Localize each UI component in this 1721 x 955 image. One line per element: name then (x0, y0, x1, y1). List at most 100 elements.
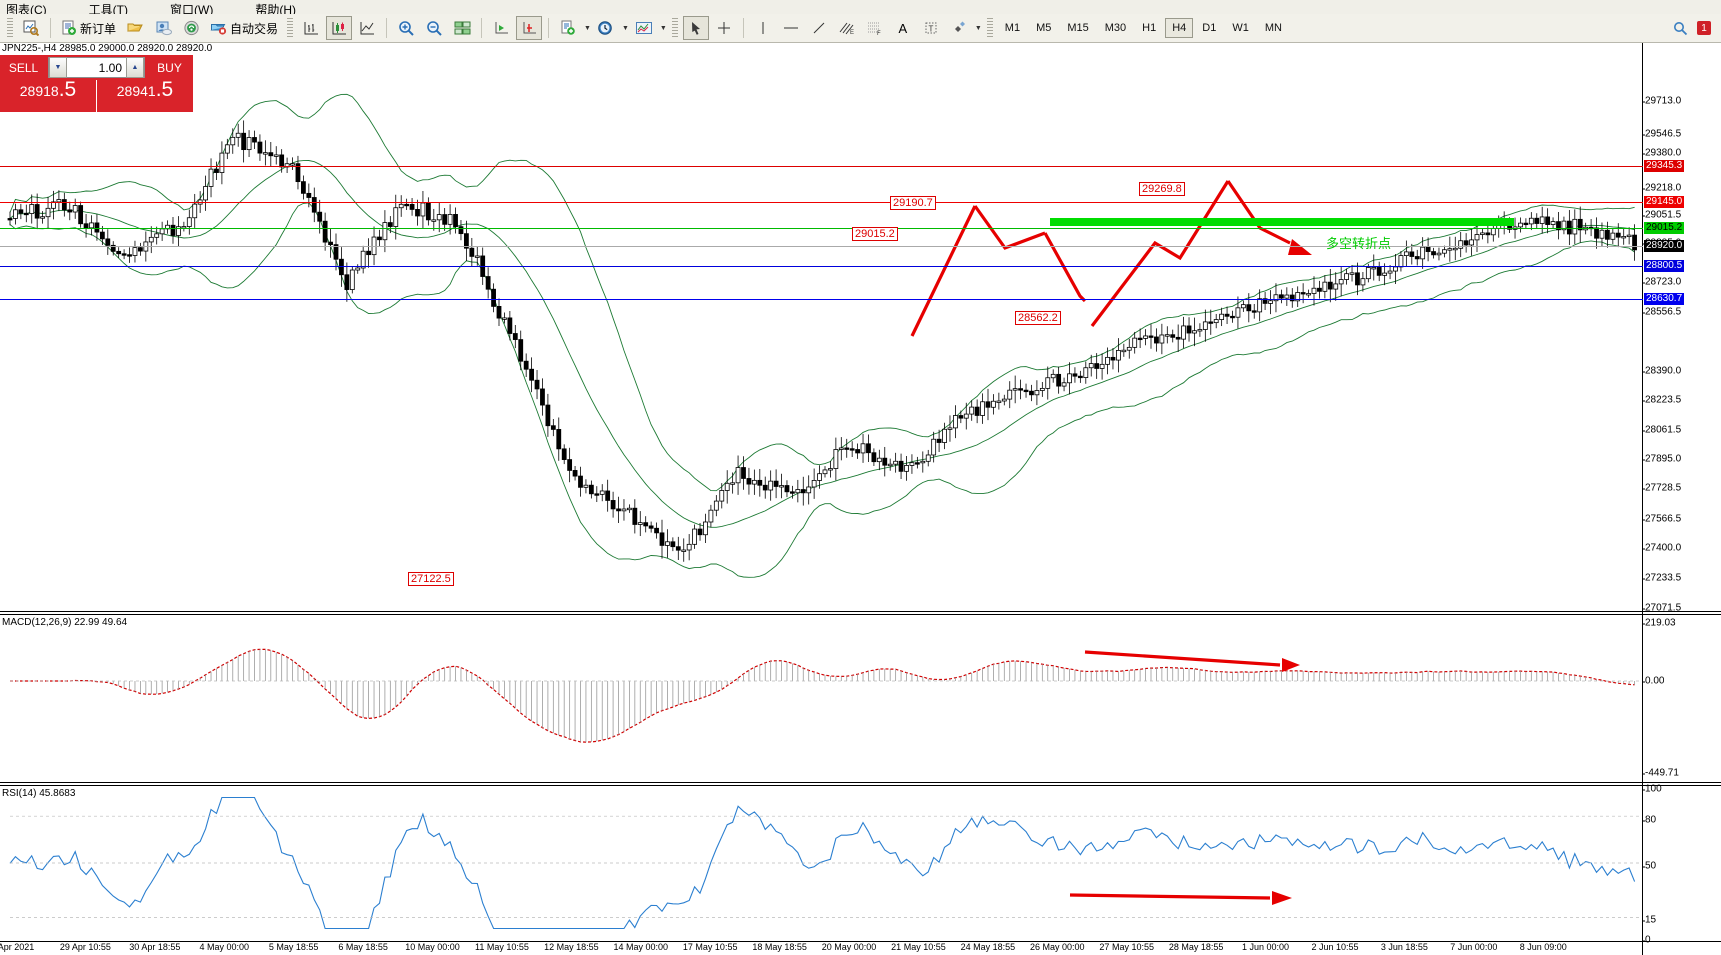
timeframe-h4[interactable]: H4 (1165, 18, 1194, 38)
menu-item-chart[interactable]: 图表(C) (6, 3, 47, 14)
new-order-button[interactable]: 新订单 (57, 20, 120, 37)
toolbar-grip-4[interactable] (986, 18, 993, 38)
objects-dropdown-icon[interactable]: ▼ (974, 24, 982, 32)
price-line-resistance-29145[interactable] (0, 202, 1643, 203)
tile-windows-icon[interactable] (449, 16, 475, 40)
price-tick: 28723.0 (1641, 276, 1682, 288)
macd-divergence-arrow[interactable] (1084, 650, 1281, 667)
price-annotation[interactable]: 27122.5 (408, 572, 454, 586)
price-label[interactable]: 29145.0 (1644, 196, 1685, 208)
zoom-out-icon[interactable] (421, 16, 447, 40)
zigzag-arrow-2[interactable] (973, 205, 1046, 250)
time-tick: 14 May 00:00 (613, 942, 669, 952)
search-icon[interactable] (1667, 16, 1693, 40)
price-line-support-29015[interactable] (0, 228, 1643, 229)
timeframe-mn[interactable]: MN (1264, 22, 1282, 34)
menu-item-tools[interactable]: 工具(T) (88, 3, 128, 14)
bollinger-band-upper (9, 93, 1635, 492)
crosshair-icon[interactable] (711, 16, 737, 40)
menu-bar[interactable]: 图表(C) 工具(T) 窗口(W) 帮助(H) (0, 0, 1721, 14)
volume-decrement-icon[interactable]: ▼ (49, 57, 67, 78)
downtrend-arrow-5[interactable] (1226, 180, 1291, 245)
timeframe-m15[interactable]: M15 (1067, 22, 1089, 34)
profile-icon[interactable] (150, 16, 176, 40)
buy-button[interactable]: BUY (146, 55, 193, 80)
volume-stepper[interactable]: ▼ 1.00 ▲ (48, 57, 145, 78)
uptrend-arrow-1[interactable] (910, 205, 977, 337)
price-label[interactable]: 28920.0 (1644, 240, 1685, 252)
time-tick: 1 Jun 00:00 (1242, 942, 1290, 952)
turning-point-note[interactable]: 多空转折点 (1326, 237, 1392, 252)
time-tick: 18 May 18:55 (752, 942, 807, 952)
price-label[interactable]: 28800.5 (1644, 260, 1685, 272)
indicator-tick: 219.03 (1642, 617, 1676, 629)
price-label[interactable]: 29345.3 (1644, 160, 1685, 172)
hline-icon[interactable] (778, 16, 804, 40)
vline-icon[interactable] (750, 16, 776, 40)
shift-end-icon[interactable] (516, 16, 543, 40)
price-line-current-28920[interactable] (0, 246, 1643, 247)
auto-trading-button[interactable]: 自动交易 (206, 20, 282, 37)
timeframe-m1[interactable]: M1 (1004, 22, 1021, 34)
price-annotation[interactable]: 28562.2 (1015, 311, 1061, 325)
time-tick: 5 May 18:55 (268, 942, 319, 952)
equidistant-channel-icon[interactable]: E (834, 16, 860, 40)
price-line-support-28630[interactable] (0, 299, 1643, 300)
text-label-icon[interactable]: T (918, 16, 944, 40)
price-annotation[interactable]: 29015.2 (852, 227, 898, 241)
fibonacci-icon[interactable]: F (862, 16, 888, 40)
downtrend-arrow-3[interactable] (1043, 232, 1087, 303)
text-icon[interactable]: A (898, 20, 908, 36)
time-tick: 10 May 00:00 (405, 942, 460, 952)
indicators-dropdown-icon[interactable]: ▼ (584, 24, 591, 32)
period-icon[interactable] (593, 16, 619, 40)
inspect-icon[interactable] (18, 16, 44, 40)
one-click-trading-panel[interactable]: SELL ▼ 1.00 ▲ BUY 28918 .5 28941 .5 (0, 55, 193, 112)
line-chart-icon[interactable] (354, 16, 380, 40)
price-annotation[interactable]: 29269.8 (1139, 182, 1185, 196)
folder-icon[interactable] (122, 16, 148, 40)
timeframe-m5[interactable]: M5 (1036, 22, 1052, 34)
price-line-support-28800[interactable] (0, 266, 1643, 267)
volume-value[interactable]: 1.00 (98, 60, 122, 75)
price-scale[interactable]: 29713.029546.529380.029218.029051.528885… (1641, 43, 1721, 955)
menu-item-help[interactable]: 帮助(H) (255, 3, 296, 14)
price-label[interactable]: 28630.7 (1644, 293, 1685, 305)
support-zone-band[interactable] (1050, 218, 1514, 226)
buy-price[interactable]: 28941 .5 (97, 79, 193, 112)
bollinger-band-middle (9, 160, 1635, 528)
price-annotation[interactable]: 29190.7 (890, 196, 936, 210)
broadcast-icon[interactable] (178, 16, 204, 40)
indicators-icon[interactable] (555, 16, 581, 40)
price-line-resistance-29345[interactable] (0, 166, 1643, 167)
timeframe-h1[interactable]: H1 (1142, 22, 1157, 34)
trendline-icon[interactable] (806, 16, 832, 40)
menu-item-window[interactable]: 窗口(W) (170, 3, 214, 14)
sell-price[interactable]: 28918 .5 (0, 79, 96, 112)
main-toolbar[interactable]: 新订单 自动交易 ▼ ▼ (0, 14, 1721, 43)
rsi-divergence-arrow[interactable] (1069, 893, 1271, 900)
toolbar-grip-2[interactable] (287, 18, 294, 38)
objects-icon[interactable] (946, 16, 972, 40)
chart-area[interactable]: JPN225-,H4 28985.0 29000.0 28920.0 28920… (0, 43, 1721, 955)
toolbar-separator-2 (386, 18, 388, 38)
volume-increment-icon[interactable]: ▲ (126, 57, 144, 78)
toolbar-grip[interactable] (7, 18, 13, 38)
period-dropdown-icon[interactable]: ▼ (621, 24, 629, 32)
shift-start-icon[interactable] (488, 16, 514, 40)
bar-chart-icon[interactable] (298, 16, 324, 40)
templates-dropdown-icon[interactable]: ▼ (659, 24, 667, 32)
toolbar-separator-5 (742, 18, 744, 38)
timeframe-m30[interactable]: M30 (1104, 22, 1127, 34)
cursor-icon[interactable] (682, 16, 709, 40)
price-tick: 27400.0 (1641, 542, 1682, 554)
price-label[interactable]: 29015.2 (1644, 222, 1685, 234)
notification-badge[interactable]: 1 (1697, 21, 1711, 35)
timeframe-d1[interactable]: D1 (1202, 22, 1217, 34)
timeframe-w1[interactable]: W1 (1232, 22, 1249, 34)
templates-icon[interactable] (631, 16, 657, 40)
candlestick-icon[interactable] (326, 16, 353, 40)
sell-button[interactable]: SELL (0, 55, 47, 80)
toolbar-grip-3[interactable] (671, 18, 678, 38)
zoom-in-icon[interactable] (393, 16, 419, 40)
